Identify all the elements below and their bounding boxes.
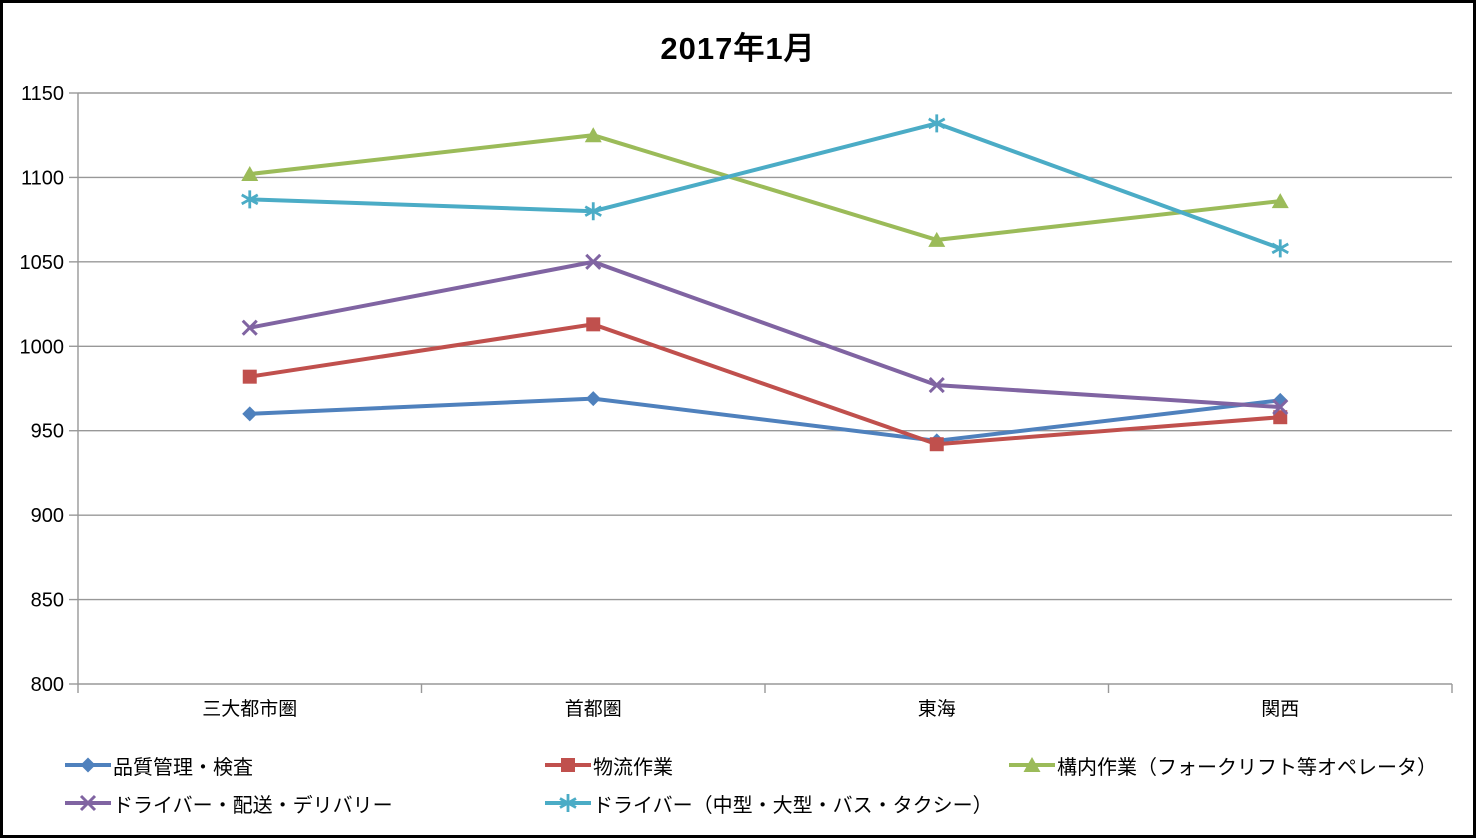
- series-line-3: [249, 259, 1281, 410]
- chart-title: 2017年1月: [660, 31, 816, 66]
- series-line-2: [249, 133, 1281, 242]
- x-axis-label-0: 三大都市圏: [202, 698, 297, 720]
- series-line-0: [249, 396, 1281, 443]
- series-markers-2: [241, 127, 1289, 247]
- series-markers-3: [241, 253, 1289, 416]
- x-axis-label-1: 首都圏: [565, 698, 622, 720]
- y-axis-label-900: 900: [31, 505, 64, 527]
- y-axis-label-1150: 1150: [21, 83, 64, 105]
- series-markers-1: [242, 317, 1288, 452]
- line-chart-plot-area: 800 850 900 950 1000 1050 1100 1150 三大都市圏 首都圏 東海 関西: [20, 83, 1453, 720]
- x-axis-label-2: 東海: [918, 698, 956, 720]
- y-axis-label-1100: 1100: [21, 167, 64, 189]
- y-axis-label-1050: 1050: [20, 252, 65, 274]
- y-axis-label-800: 800: [31, 674, 64, 696]
- y-axis-label-1000: 1000: [20, 336, 65, 358]
- series-markers-4: [241, 114, 1289, 258]
- y-axis-label-850: 850: [31, 590, 64, 612]
- y-axis-label-950: 950: [31, 421, 64, 443]
- series-line-1: [249, 322, 1281, 447]
- series-line-4: [249, 121, 1281, 251]
- x-axis-label-3: 関西: [1261, 699, 1299, 720]
